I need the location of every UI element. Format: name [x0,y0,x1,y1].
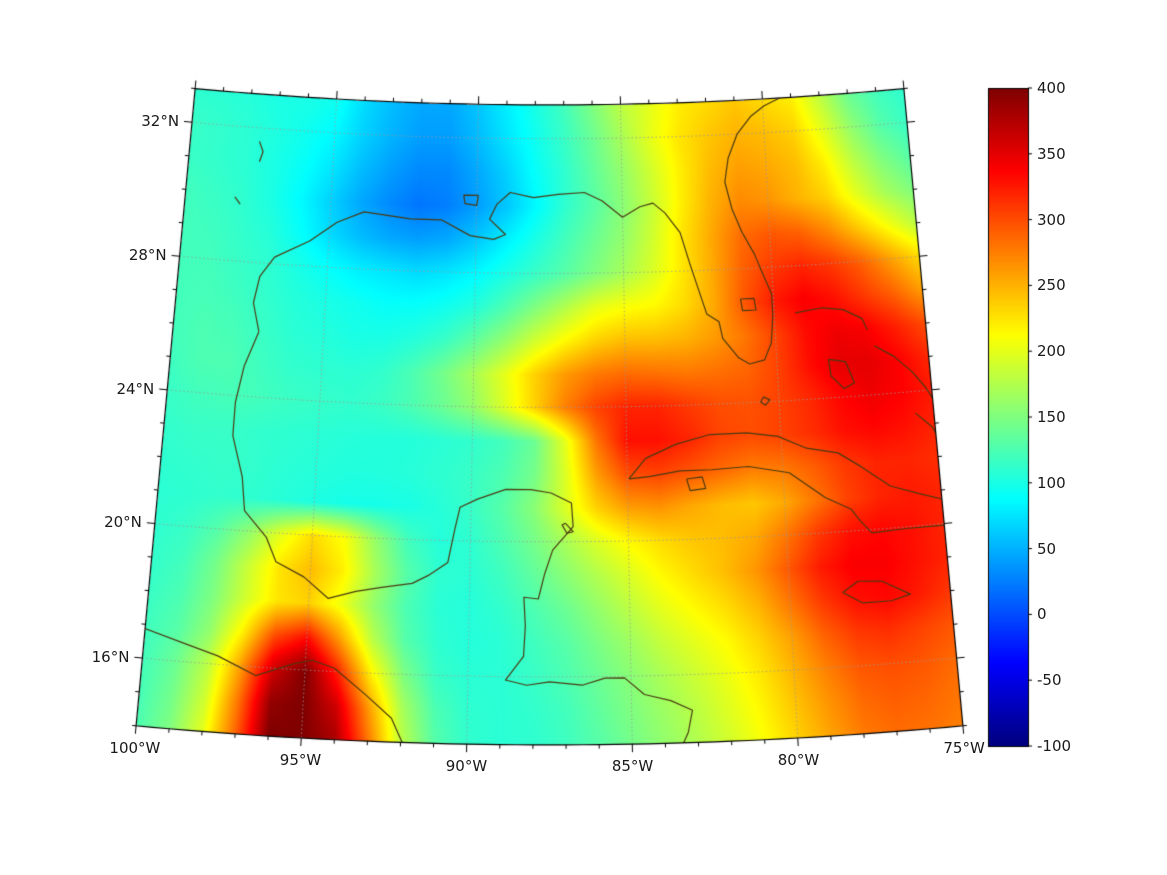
map-plot-canvas [0,0,1167,875]
figure: 32°N 28°N 24°N 20°N 16°N 100°W 95°W 90°W 85°W 80°… [0,0,1167,875]
